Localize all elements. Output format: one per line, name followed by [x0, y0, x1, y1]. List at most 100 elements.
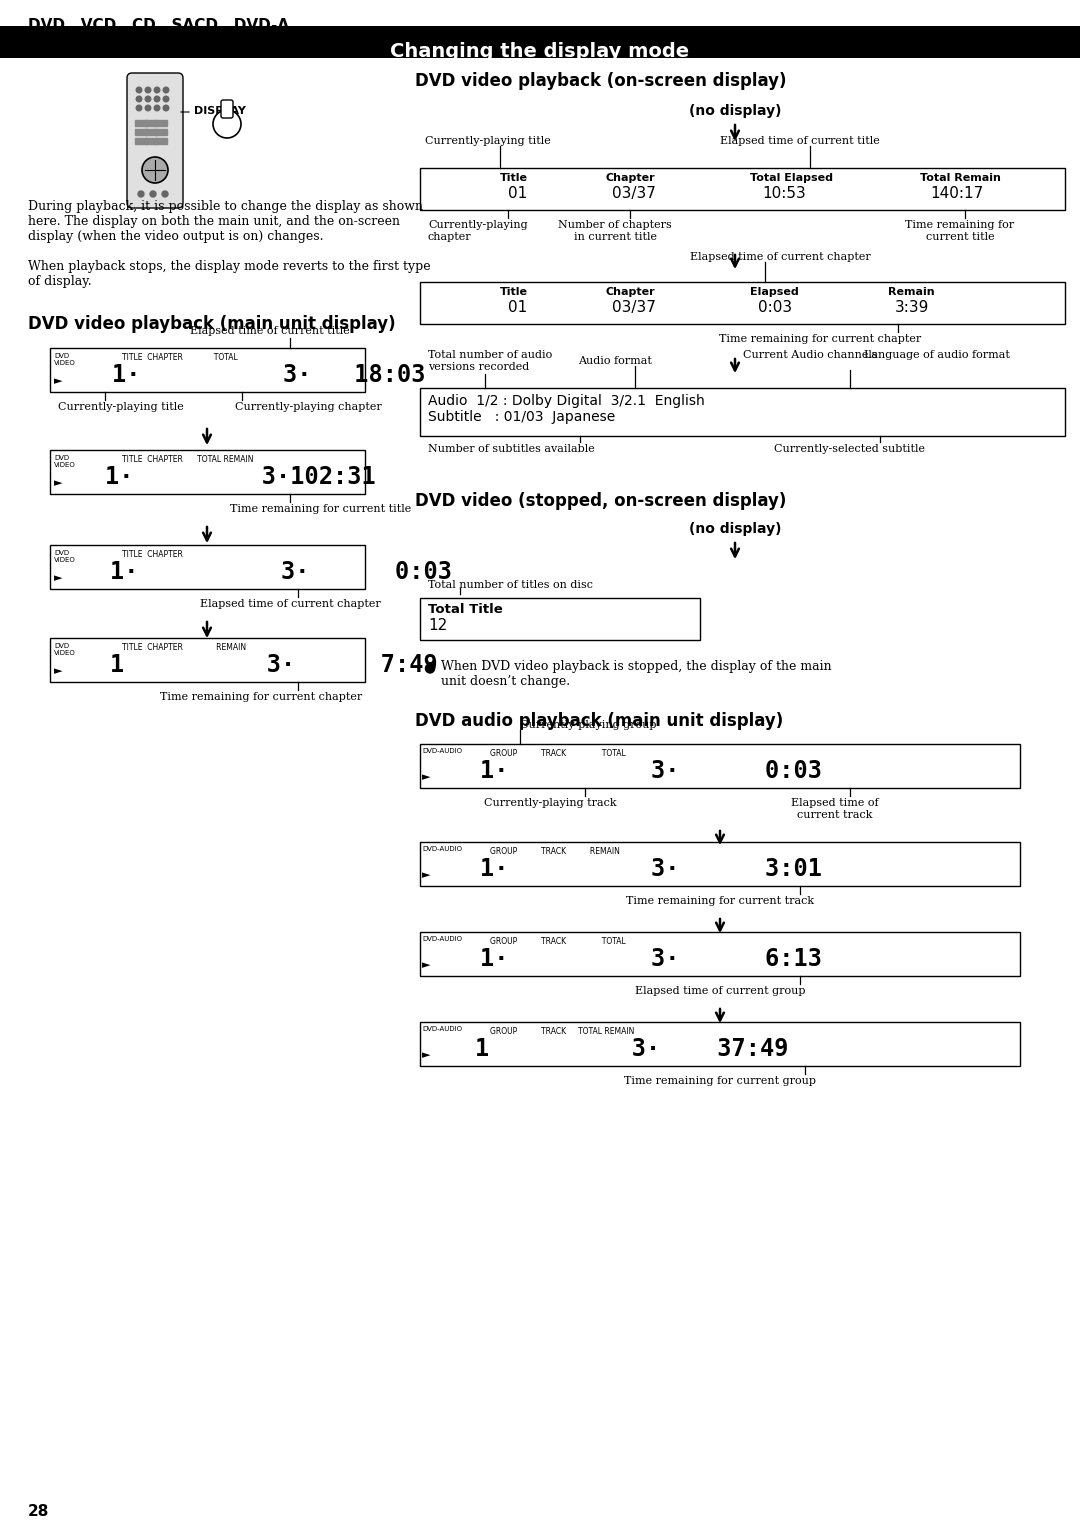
Text: 1·         3·102:31: 1· 3·102:31 — [105, 465, 376, 488]
Text: Currently-playing track: Currently-playing track — [484, 798, 617, 807]
Text: 1·          3·      0:03: 1· 3· 0:03 — [480, 758, 822, 783]
Bar — [50, 638, 365, 682]
Text: Remain: Remain — [888, 287, 934, 298]
Text: DVD-AUDIO: DVD-AUDIO — [422, 1025, 462, 1032]
Circle shape — [150, 191, 156, 197]
Bar — [50, 545, 365, 589]
Text: Elapsed time of
current track: Elapsed time of current track — [792, 798, 879, 819]
Text: Elapsed: Elapsed — [750, 287, 799, 298]
Text: (no display): (no display) — [689, 104, 781, 118]
Circle shape — [163, 105, 168, 111]
Text: 01: 01 — [508, 301, 527, 314]
Bar — [156, 137, 167, 143]
Text: 03/37: 03/37 — [612, 301, 656, 314]
Text: DVD video playback (main unit display): DVD video playback (main unit display) — [28, 314, 395, 333]
Text: DVD
VIDEO: DVD VIDEO — [54, 642, 76, 656]
Bar — [420, 388, 1065, 436]
Text: Currently-playing group: Currently-playing group — [519, 720, 657, 729]
Text: 1·          3·      3:01: 1· 3· 3:01 — [480, 858, 822, 881]
Text: DVD-AUDIO: DVD-AUDIO — [422, 845, 462, 852]
Circle shape — [145, 105, 151, 111]
Circle shape — [141, 157, 168, 183]
Circle shape — [145, 96, 151, 102]
Text: Elapsed time of current title: Elapsed time of current title — [190, 327, 350, 336]
Text: Changing the display mode: Changing the display mode — [391, 43, 689, 61]
Text: ►: ► — [422, 772, 431, 781]
FancyBboxPatch shape — [127, 73, 183, 208]
Text: Elapsed time of current chapter: Elapsed time of current chapter — [690, 252, 870, 262]
Circle shape — [154, 96, 160, 102]
Text: DVD
VIDEO: DVD VIDEO — [54, 549, 76, 563]
Text: 1          3·      7:49: 1 3· 7:49 — [110, 653, 437, 678]
Text: DVD-AUDIO: DVD-AUDIO — [422, 935, 462, 942]
Text: Currently-selected subtitle: Currently-selected subtitle — [774, 444, 926, 455]
Bar — [0, 26, 1080, 58]
Text: Time remaining for current track: Time remaining for current track — [626, 896, 814, 906]
Text: Chapter: Chapter — [605, 287, 654, 298]
Text: Total Title: Total Title — [428, 603, 503, 617]
Text: (no display): (no display) — [689, 522, 781, 536]
Bar — [156, 121, 167, 127]
Text: Time remaining for
current title: Time remaining for current title — [905, 220, 1014, 241]
Text: ►: ► — [54, 375, 63, 386]
Bar — [145, 130, 157, 134]
Text: DISPLAY: DISPLAY — [194, 105, 246, 116]
Text: DVD video (stopped, on-screen display): DVD video (stopped, on-screen display) — [415, 491, 786, 510]
Circle shape — [145, 87, 151, 93]
Text: Language of audio format: Language of audio format — [864, 349, 1010, 360]
Text: When DVD video playback is stopped, the display of the main
unit doesn’t change.: When DVD video playback is stopped, the … — [441, 661, 832, 688]
Text: DVD   VCD   CD   SACD   DVD-A: DVD VCD CD SACD DVD-A — [28, 18, 289, 34]
Text: ►: ► — [54, 665, 63, 676]
Text: 28: 28 — [28, 1505, 50, 1518]
Bar — [50, 348, 365, 392]
Text: ►: ► — [54, 478, 63, 488]
Text: ►: ► — [54, 572, 63, 583]
Bar — [135, 121, 147, 127]
Text: 140:17: 140:17 — [930, 186, 983, 201]
Text: Currently-playing
chapter: Currently-playing chapter — [428, 220, 528, 241]
Text: TITLE  CHAPTER      TOTAL REMAIN: TITLE CHAPTER TOTAL REMAIN — [122, 455, 254, 464]
Bar — [145, 121, 157, 127]
Text: Title: Title — [500, 172, 528, 183]
Circle shape — [154, 87, 160, 93]
Text: Subtitle   : 01/03  Japanese: Subtitle : 01/03 Japanese — [428, 410, 616, 424]
Text: Total Elapsed: Total Elapsed — [750, 172, 833, 183]
Text: Elapsed time of current chapter: Elapsed time of current chapter — [200, 600, 381, 609]
Text: 10:53: 10:53 — [762, 186, 806, 201]
Text: Audio format: Audio format — [578, 356, 652, 366]
Text: GROUP          TRACK               TOTAL: GROUP TRACK TOTAL — [490, 937, 625, 946]
Text: Title: Title — [500, 287, 528, 298]
Text: DVD video playback (on-screen display): DVD video playback (on-screen display) — [415, 72, 786, 90]
Text: DVD-AUDIO: DVD-AUDIO — [422, 748, 462, 754]
Text: Time remaining for current chapter: Time remaining for current chapter — [160, 691, 362, 702]
Text: Time remaining for current title: Time remaining for current title — [230, 504, 411, 514]
Bar — [420, 745, 1020, 787]
Bar — [135, 130, 147, 134]
Text: TITLE  CHAPTER: TITLE CHAPTER — [122, 549, 183, 559]
Text: 3:39: 3:39 — [895, 301, 930, 314]
Text: ►: ► — [422, 870, 431, 881]
Text: During playback, it is possible to change the display as shown
here. The display: During playback, it is possible to chang… — [28, 200, 423, 243]
Text: 03/37: 03/37 — [612, 186, 656, 201]
Bar — [420, 282, 1065, 324]
Text: Audio  1/2 : Dolby Digital  3/2.1  English: Audio 1/2 : Dolby Digital 3/2.1 English — [428, 394, 705, 407]
Bar — [145, 137, 157, 143]
Text: When playback stops, the display mode reverts to the first type
of display.: When playback stops, the display mode re… — [28, 259, 431, 288]
Text: Currently-playing title: Currently-playing title — [58, 401, 184, 412]
Text: TITLE  CHAPTER              REMAIN: TITLE CHAPTER REMAIN — [122, 642, 246, 652]
Bar — [420, 168, 1065, 211]
Text: Number of chapters
in current title: Number of chapters in current title — [558, 220, 672, 241]
Circle shape — [213, 110, 241, 137]
Text: GROUP          TRACK          REMAIN: GROUP TRACK REMAIN — [490, 847, 620, 856]
Circle shape — [154, 105, 160, 111]
Text: Total Remain: Total Remain — [920, 172, 1001, 183]
FancyBboxPatch shape — [221, 101, 233, 118]
Text: Time remaining for current group: Time remaining for current group — [624, 1076, 816, 1087]
Text: Total number of titles on disc: Total number of titles on disc — [428, 580, 593, 591]
Bar — [420, 598, 700, 639]
Text: DVD
VIDEO: DVD VIDEO — [54, 455, 76, 468]
Text: TITLE  CHAPTER             TOTAL: TITLE CHAPTER TOTAL — [122, 353, 238, 362]
Text: 12: 12 — [428, 618, 447, 633]
Circle shape — [136, 105, 141, 111]
Text: Currently-playing chapter: Currently-playing chapter — [235, 401, 381, 412]
